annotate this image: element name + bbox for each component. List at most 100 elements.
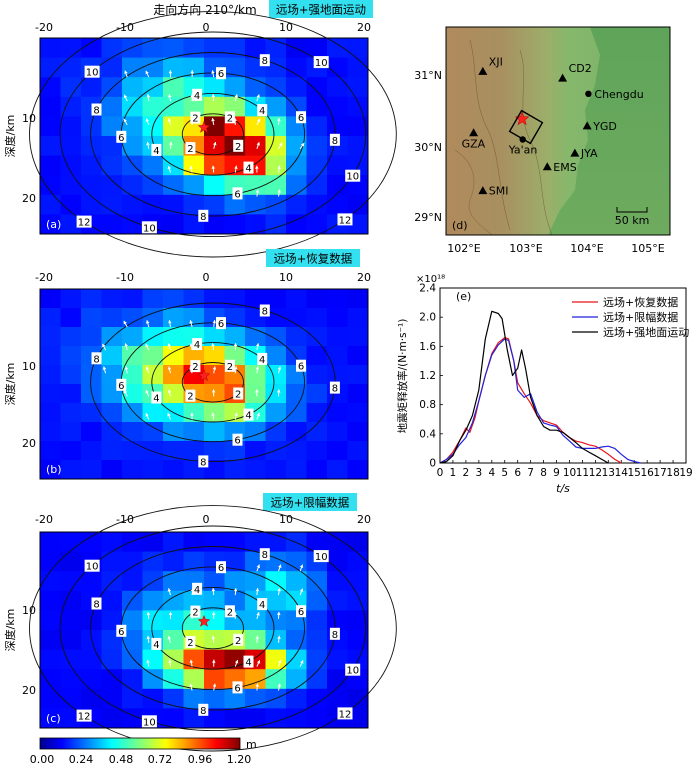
contour-label: 12 xyxy=(78,712,91,723)
slip-panel-b: -20 -10 0 10 20 远场+恢复数据 222 2444466668888… xyxy=(3,249,371,480)
slip-cell xyxy=(163,669,184,690)
contour-label: 12 xyxy=(339,709,352,720)
contour-label-box xyxy=(116,378,127,391)
slip-cell xyxy=(142,346,164,366)
slip-cell xyxy=(286,532,307,553)
slip-cell xyxy=(101,590,123,611)
rake-arrow-head xyxy=(168,659,172,663)
slip-cell xyxy=(81,289,102,309)
series-line-2 xyxy=(439,310,609,464)
slip-cell xyxy=(122,630,143,651)
contour-label-box xyxy=(233,633,244,646)
slip-cell xyxy=(224,708,246,729)
contour-label: 6 xyxy=(118,133,124,144)
x-tick-label: 3 xyxy=(475,467,482,479)
slip-cell xyxy=(245,194,266,215)
panel-tag-box xyxy=(263,493,357,511)
slip-x-tick: 10 xyxy=(279,513,293,526)
slip-cell xyxy=(327,194,348,215)
slip-cell xyxy=(122,346,143,366)
slip-cell xyxy=(245,610,266,631)
slip-cell xyxy=(142,422,164,442)
slip-cell xyxy=(224,194,246,215)
slip-cell xyxy=(81,308,102,328)
slip-cell xyxy=(265,96,287,117)
slip-cell xyxy=(163,194,184,215)
slip-cell xyxy=(40,669,61,690)
rake-arrow-head xyxy=(278,660,282,664)
contour-label: 8 xyxy=(332,384,338,395)
x-tick-label: 12 xyxy=(589,467,602,479)
slip-cell xyxy=(60,708,82,729)
slip-cell xyxy=(245,708,266,729)
slip-cell xyxy=(163,136,184,157)
slip-cell xyxy=(204,441,225,461)
slip-cell xyxy=(347,551,369,572)
x-tick-label: 17 xyxy=(653,467,666,479)
rake-arrow-head xyxy=(102,366,107,370)
slip-cell xyxy=(306,365,328,385)
slip-cell xyxy=(60,96,82,117)
chart-legend: 远场+恢复数据 远场+限幅数据 远场+强地面运动 xyxy=(572,295,689,339)
y-tick-label: 0.8 xyxy=(419,399,436,411)
rake-arrow-head xyxy=(146,635,151,640)
plot-frame xyxy=(39,288,369,480)
slip-cell xyxy=(163,308,184,328)
slip-cell xyxy=(101,708,123,729)
contour-label-box xyxy=(313,56,329,69)
slip-cell xyxy=(142,551,164,572)
slip-cell xyxy=(60,194,82,215)
slip-cell xyxy=(224,441,246,461)
slip-cell xyxy=(265,116,287,137)
slip-cell xyxy=(122,460,143,480)
slip-cell xyxy=(60,346,82,366)
slip-cell xyxy=(286,289,307,309)
contour-label: 4 xyxy=(245,164,251,175)
slip-cell xyxy=(142,289,164,309)
contour-label-box xyxy=(192,88,203,101)
slip-cell xyxy=(40,155,61,176)
colorbar-tick: 0.72 xyxy=(148,753,173,766)
station-triangle xyxy=(582,121,592,130)
slip-cell xyxy=(101,649,123,670)
rake-arrow-head xyxy=(212,683,217,687)
slip-cell xyxy=(306,384,328,404)
panel-label: (a) xyxy=(46,218,61,231)
slip-cell xyxy=(81,38,102,59)
slip-cell xyxy=(204,175,225,196)
slip-cell xyxy=(265,403,287,423)
rake-arrow-head xyxy=(146,659,150,664)
rake-arrow-head xyxy=(145,343,149,348)
slip-cell xyxy=(60,116,82,137)
contour-label-box xyxy=(337,707,353,720)
slip-cell xyxy=(306,116,328,137)
rake-arrow-head xyxy=(189,659,194,663)
slip-cell xyxy=(224,308,246,328)
slip-cell xyxy=(347,708,369,729)
rake-arrow-head xyxy=(211,412,215,416)
slip-cell xyxy=(204,214,225,235)
contour-label: 2 xyxy=(235,636,241,647)
slip-cell xyxy=(163,571,184,592)
slip-cell xyxy=(306,688,328,709)
slip-cell xyxy=(327,77,348,98)
slip-cell xyxy=(122,77,143,98)
contour-label-box xyxy=(337,213,353,226)
slip-cell xyxy=(245,175,266,196)
contour-label: 2 xyxy=(235,142,241,153)
slip-cell xyxy=(40,708,61,729)
rake-arrow-head xyxy=(255,588,260,592)
slip-cell xyxy=(60,308,82,328)
contour-label: 2 xyxy=(192,114,198,125)
slip-cell xyxy=(245,571,266,592)
slip-cell xyxy=(327,289,348,309)
contour-label-box xyxy=(243,655,254,668)
rake-arrow-head xyxy=(277,683,282,687)
slip-cell xyxy=(224,214,246,235)
slip-cell xyxy=(101,194,123,215)
slip-cell xyxy=(60,327,82,347)
slip-cell xyxy=(122,649,143,670)
rupture-box xyxy=(508,109,544,145)
y-tick-label: 1.2 xyxy=(419,370,436,382)
contour-label: 10 xyxy=(86,562,99,573)
